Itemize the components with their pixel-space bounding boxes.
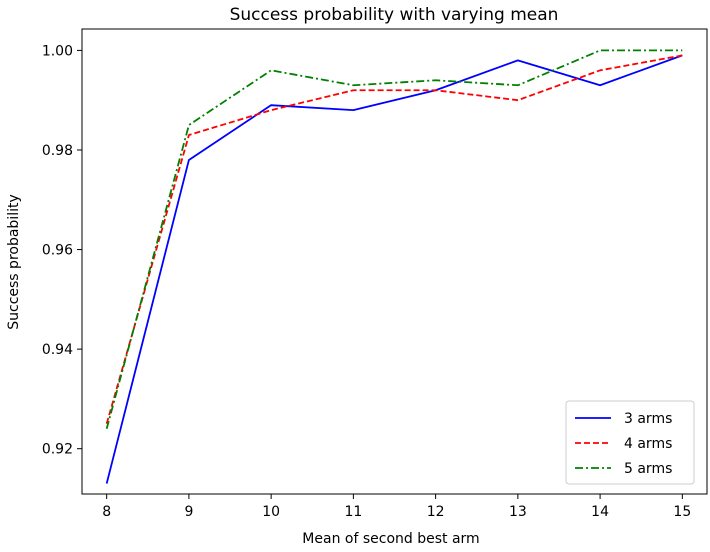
- x-tick-label: 10: [262, 504, 280, 520]
- series-line-4-arms: [105, 54, 683, 425]
- x-tick-label: 8: [102, 504, 111, 520]
- legend-label: 4 arms: [624, 436, 672, 452]
- series-lines: [105, 49, 683, 484]
- x-tick-label: 11: [344, 504, 362, 520]
- x-tick-label: 12: [427, 504, 445, 520]
- x-tick-label: 13: [509, 504, 527, 520]
- plot-frame: [81, 28, 708, 495]
- legend-box: [565, 400, 695, 485]
- legend-label: 3 arms: [624, 411, 672, 427]
- series-line-3-arms: [105, 54, 683, 484]
- y-tick-label: 1.00: [42, 43, 73, 59]
- x-tick-label: 9: [184, 504, 193, 520]
- series-line-5-arms: [105, 49, 683, 430]
- y-axis-ticks: 0.92 0.94 0.96 0.98 1.00: [42, 43, 82, 458]
- y-tick-label: 0.98: [42, 143, 73, 159]
- legend: 3 arms 4 arms 5 arms: [565, 400, 695, 485]
- y-tick-label: 0.94: [42, 342, 73, 358]
- chart-title: Success probability with varying mean: [230, 5, 559, 25]
- x-axis-ticks: 8 9 10 11 12 13 14 15: [102, 494, 691, 520]
- y-tick-label: 0.92: [42, 442, 73, 458]
- y-tick-label: 0.96: [42, 243, 73, 259]
- x-tick-label: 15: [673, 504, 691, 520]
- legend-label: 5 arms: [624, 461, 672, 477]
- x-axis-title: Mean of second best arm: [302, 531, 479, 547]
- y-axis-title: Success probability: [6, 194, 22, 330]
- plot-area: [81, 28, 708, 495]
- x-tick-label: 14: [591, 504, 609, 520]
